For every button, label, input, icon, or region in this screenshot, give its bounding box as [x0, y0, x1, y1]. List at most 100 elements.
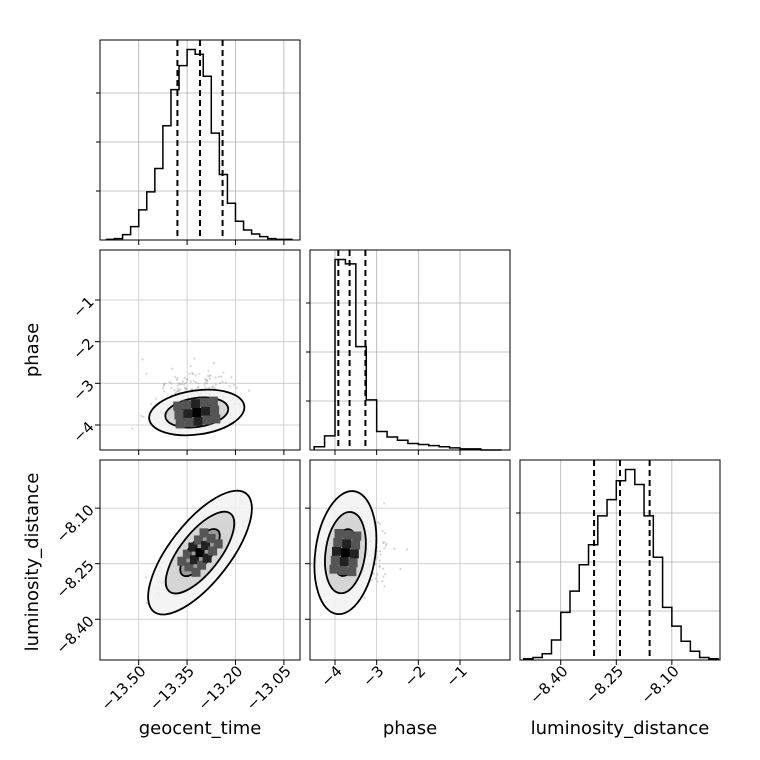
scatter-point [378, 564, 381, 567]
scatter-point [184, 381, 187, 384]
scatter-point [171, 367, 174, 370]
density-cell [199, 397, 209, 407]
panel-frame [99, 459, 301, 661]
scatter-point [145, 602, 148, 605]
scatter-point [206, 374, 210, 378]
x-tick-label: −8.40 [526, 662, 571, 707]
scatter-point [198, 372, 201, 375]
scatter-point [189, 365, 192, 368]
scatter-point [384, 573, 387, 576]
scatter-point [183, 377, 186, 380]
panel-frame [309, 459, 511, 661]
scatter-point [378, 559, 381, 563]
scatter-point [177, 390, 180, 393]
scatter-point [383, 585, 386, 588]
scatter-point [131, 427, 134, 430]
density-cell [199, 528, 209, 538]
scatter-point [205, 379, 208, 382]
density-cell [201, 406, 211, 416]
density-cell [208, 546, 218, 556]
scatter-point [385, 542, 388, 546]
scatter-point [176, 390, 179, 393]
scatter-point [217, 375, 220, 378]
scatter-point [372, 572, 375, 575]
scatter-point [211, 385, 215, 388]
scatter-point [207, 369, 210, 372]
scatter-point [221, 380, 224, 383]
scatter-point [382, 575, 385, 578]
scatter-point [196, 386, 199, 389]
scatter-point [214, 383, 217, 386]
density-cell [351, 540, 361, 550]
ylabel-luminosity-distance: luminosity_distance [22, 473, 43, 652]
density-cell [202, 553, 212, 563]
scatter-point [406, 548, 409, 551]
y-tick-label: −8.25 [52, 557, 97, 602]
y-tick-label: −1 [69, 293, 97, 321]
scatter-point [174, 375, 177, 379]
density-cell [188, 542, 198, 552]
x-tick-label: −8.10 [637, 662, 682, 707]
scatter-point [382, 567, 385, 570]
histogram-phase [313, 258, 502, 451]
scatter-point [180, 383, 183, 386]
scatter-point [195, 381, 198, 384]
scatter-point [383, 541, 386, 544]
scatter-point [248, 389, 251, 392]
density-cell [206, 533, 216, 543]
scatter-point [177, 382, 180, 385]
density-core [177, 528, 223, 577]
panel-1-1 [306, 249, 511, 455]
scatter-point [163, 382, 166, 385]
panel-2-0: −13.50−13.35−13.20−13.05 −8.40 −8.25 −8.10 [52, 459, 301, 714]
density-cell [182, 400, 192, 410]
scatter-point [204, 386, 207, 390]
scatter-point [381, 580, 384, 583]
scatter-point [197, 382, 200, 385]
panel-background [310, 250, 510, 450]
scatter-point [145, 372, 148, 375]
scatter-point [203, 384, 206, 387]
density-core [173, 396, 221, 429]
x-tick-label: −8.25 [582, 662, 627, 707]
density-cell [177, 556, 187, 566]
y-tick-label: −2 [69, 335, 97, 363]
scatter-point [194, 374, 197, 377]
scatter-point [173, 389, 176, 392]
x-tick-label: −2 [401, 662, 429, 690]
histogram-geocent_time [105, 48, 293, 241]
scatter-point [376, 556, 379, 559]
panel-2-1: −4 −3 −2 −1 [305, 459, 511, 690]
density-cell [192, 408, 202, 417]
density-cell [182, 549, 192, 559]
scatter-point [197, 386, 200, 389]
scatter-point [206, 379, 209, 382]
panel-frame [99, 39, 301, 241]
scatter-point [175, 378, 178, 382]
scatter-point [208, 377, 211, 380]
scatter-point [382, 541, 385, 545]
scatter-point [208, 386, 211, 389]
scatter-point [174, 391, 177, 394]
ylabel-phase: phase [22, 323, 43, 377]
x-tick-label: −13.35 [146, 662, 198, 714]
scatter-point [186, 378, 189, 381]
density-cell [174, 410, 184, 420]
scatter-point [179, 383, 182, 386]
scatter-point [384, 544, 388, 547]
density-cell [339, 557, 349, 567]
density-cell [348, 558, 358, 568]
x-tick-label: −13.50 [98, 662, 150, 714]
density-cell [334, 529, 344, 539]
density-cell [202, 415, 212, 425]
x-tick-label: −4 [317, 662, 345, 690]
scatter-point [376, 580, 379, 583]
scatter-point [141, 358, 144, 361]
scatter-point [211, 386, 214, 389]
scatter-point [235, 386, 238, 389]
density-cell [210, 405, 220, 415]
x-tick-label: −3 [359, 662, 387, 690]
scatter-point [370, 579, 374, 582]
scatter-point [170, 382, 173, 385]
